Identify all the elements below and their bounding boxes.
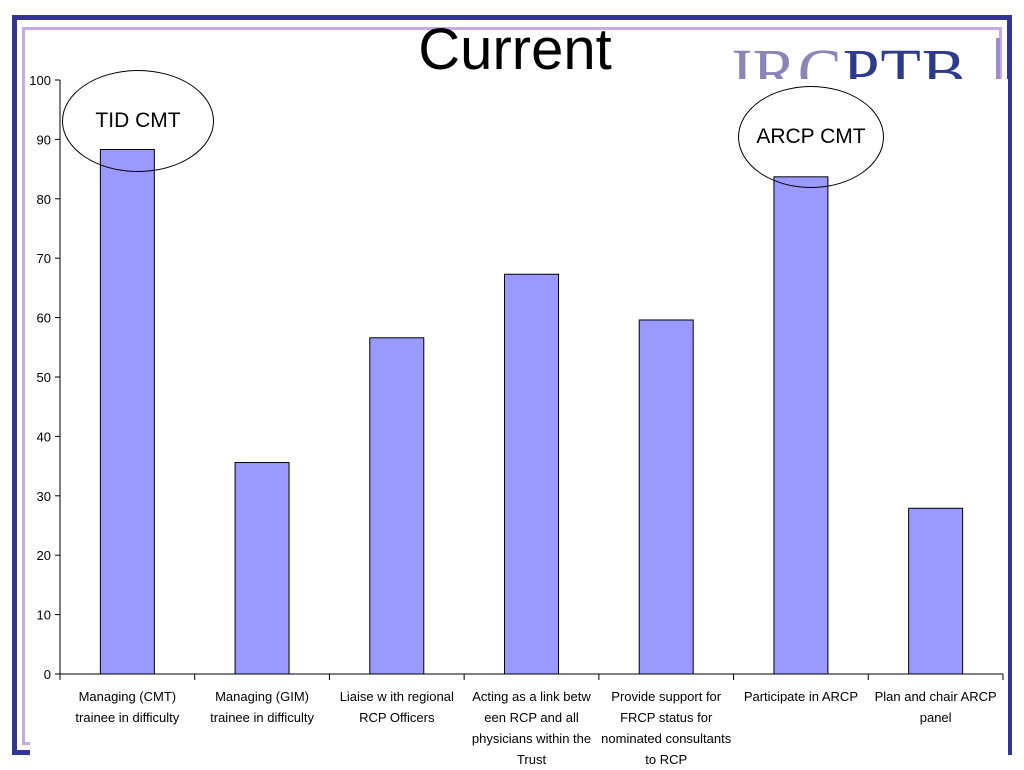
bar (638, 319, 694, 675)
y-tick-label: 70 (37, 251, 51, 266)
x-tick-label: Plan and chair ARCP panel (874, 689, 997, 725)
bar (773, 176, 829, 675)
y-tick-label: 30 (37, 489, 51, 504)
logo-bar (996, 38, 1000, 82)
y-tick-label: 0 (44, 667, 51, 682)
y-tick-label: 90 (37, 132, 51, 147)
tid-cmt-label: TID CMT (95, 109, 181, 132)
x-tick-label: Managing (GIM) trainee in difficulty (210, 689, 314, 725)
jrcptb-logo: JRCPTB (726, 28, 967, 84)
y-tick-label: 10 (37, 608, 51, 623)
x-tick-label: Acting as a link betw een RCP and all ph… (471, 689, 592, 767)
bar (99, 148, 155, 675)
slide-title: Current (418, 17, 612, 82)
y-tick-label: 50 (37, 370, 51, 385)
x-tick-label: Provide support for FRCP status for nomi… (601, 689, 732, 767)
bar (234, 462, 290, 675)
tid-cmt-callout: TID CMT (62, 70, 214, 172)
arcp-cmt-label: ARCP CMT (756, 125, 866, 148)
arcp-cmt-callout: ARCP CMT (738, 86, 884, 188)
y-tick-label: 60 (37, 311, 51, 326)
y-tick-label: 20 (37, 548, 51, 563)
bar (908, 507, 964, 675)
y-tick-label: 40 (37, 429, 51, 444)
y-tick-label: 80 (37, 192, 51, 207)
y-tick-label: 100 (29, 73, 51, 88)
logo-text-light: JRC (726, 36, 843, 84)
logo-text-dark: PTB (842, 36, 967, 84)
x-tick-label: Liaise w ith regional RCP Officers (339, 689, 454, 725)
bar (369, 337, 425, 675)
x-tick-label: Managing (CMT) trainee in difficulty (75, 689, 180, 725)
bar (504, 273, 559, 675)
x-tick-label: Participate in ARCP (743, 689, 858, 704)
